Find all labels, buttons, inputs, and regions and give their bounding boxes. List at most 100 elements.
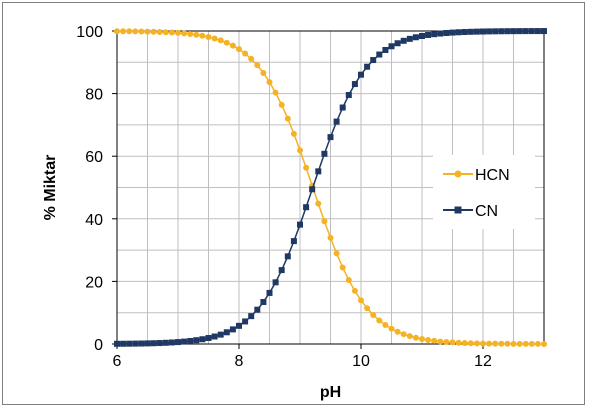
- data-point: [181, 338, 188, 345]
- y-tick-label: 20: [85, 274, 103, 291]
- legend: HCN CN: [433, 155, 535, 229]
- data-point: [290, 130, 297, 137]
- data-point: [492, 28, 499, 35]
- data-point: [510, 340, 517, 347]
- data-point: [162, 29, 169, 36]
- data-point: [498, 340, 505, 347]
- data-point: [370, 311, 377, 318]
- data-point: [278, 267, 285, 274]
- series-cn: [114, 28, 547, 347]
- data-point: [376, 317, 383, 324]
- data-point: [217, 37, 224, 44]
- y-axis-title: % Miktar: [42, 155, 59, 221]
- data-point: [406, 35, 413, 42]
- legend-item-hcn: HCN: [443, 167, 510, 184]
- data-point: [419, 336, 425, 343]
- data-point: [272, 279, 279, 286]
- data-point: [138, 28, 145, 35]
- data-point: [278, 101, 285, 108]
- data-point: [351, 81, 358, 88]
- data-point: [297, 147, 303, 154]
- data-point: [504, 28, 511, 35]
- data-point: [199, 336, 206, 343]
- data-point: [522, 28, 529, 35]
- legend-marker-square: [454, 206, 462, 214]
- data-point: [339, 264, 346, 271]
- data-point: [162, 339, 169, 346]
- x-tick-label: 12: [474, 353, 492, 370]
- data-point: [412, 334, 419, 341]
- data-point: [394, 40, 401, 47]
- data-point: [339, 104, 346, 111]
- data-point: [242, 318, 249, 325]
- legend-items: HCN CN: [443, 167, 510, 220]
- data-point: [419, 32, 425, 39]
- data-point: [284, 253, 291, 260]
- data-point: [303, 204, 310, 211]
- data-point: [534, 28, 541, 35]
- data-point: [211, 35, 218, 42]
- x-axis-title: pH: [320, 384, 341, 401]
- data-point: [260, 69, 267, 76]
- data-point: [455, 339, 462, 346]
- data-point: [333, 118, 340, 125]
- data-point: [144, 28, 151, 35]
- data-point: [528, 28, 535, 35]
- x-tick-label: 8: [235, 353, 244, 370]
- data-point: [126, 340, 133, 347]
- data-point: [358, 71, 364, 78]
- data-point: [175, 29, 181, 36]
- data-point: [412, 34, 419, 41]
- data-point: [144, 340, 151, 347]
- y-tick-label: 0: [94, 337, 103, 354]
- data-point: [168, 339, 175, 346]
- data-point: [522, 340, 529, 347]
- data-point: [541, 28, 547, 35]
- data-point: [443, 338, 450, 345]
- data-point: [467, 28, 474, 35]
- data-point: [541, 340, 547, 347]
- plot-area-border: [116, 30, 545, 345]
- data-point: [181, 30, 188, 37]
- data-point: [364, 63, 371, 70]
- data-point: [187, 337, 194, 344]
- data-point: [534, 340, 541, 347]
- data-point: [132, 340, 139, 347]
- data-point: [114, 340, 120, 347]
- data-point: [248, 313, 255, 320]
- data-point: [150, 28, 157, 35]
- data-point: [254, 306, 261, 313]
- data-point: [236, 322, 242, 329]
- chart-frame: 0 20 40 60 80 100 6 8 10 12 % Miktar pH HCN CN: [2, 2, 585, 405]
- data-point: [492, 340, 499, 347]
- data-point: [156, 340, 163, 347]
- data-point: [516, 28, 523, 35]
- data-point: [394, 328, 401, 335]
- data-point: [345, 276, 352, 283]
- data-point: [309, 186, 316, 193]
- data-point: [205, 33, 212, 40]
- data-point: [315, 200, 322, 207]
- series-layer: [114, 28, 547, 347]
- data-point: [449, 339, 456, 346]
- data-point: [376, 51, 383, 58]
- data-point: [437, 338, 444, 345]
- data-point: [486, 28, 493, 35]
- y-tick-label: 80: [85, 87, 103, 104]
- data-point: [388, 325, 395, 332]
- data-point: [528, 340, 535, 347]
- data-point: [455, 29, 462, 36]
- tick-labels: 0 20 40 60 80 100 6 8 10 12: [76, 24, 492, 370]
- data-point: [254, 62, 261, 69]
- data-point: [205, 335, 212, 342]
- data-point: [351, 287, 358, 294]
- data-point: [504, 340, 511, 347]
- data-point: [236, 46, 242, 53]
- data-point: [364, 305, 371, 312]
- data-point: [223, 39, 230, 46]
- data-point: [272, 89, 279, 96]
- data-point: [473, 340, 480, 347]
- data-point: [510, 28, 517, 35]
- data-point: [321, 218, 328, 225]
- data-point: [486, 340, 493, 347]
